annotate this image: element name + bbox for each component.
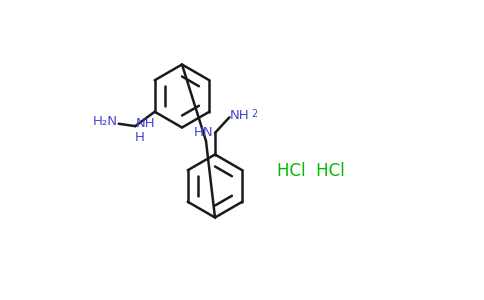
Text: HN: HN (194, 126, 213, 139)
Text: NH: NH (136, 117, 155, 130)
Text: H₂N: H₂N (92, 116, 118, 128)
Text: 2: 2 (252, 109, 258, 119)
Text: HCl  HCl: HCl HCl (277, 162, 345, 180)
Text: NH: NH (230, 109, 250, 122)
Text: H: H (135, 131, 145, 144)
